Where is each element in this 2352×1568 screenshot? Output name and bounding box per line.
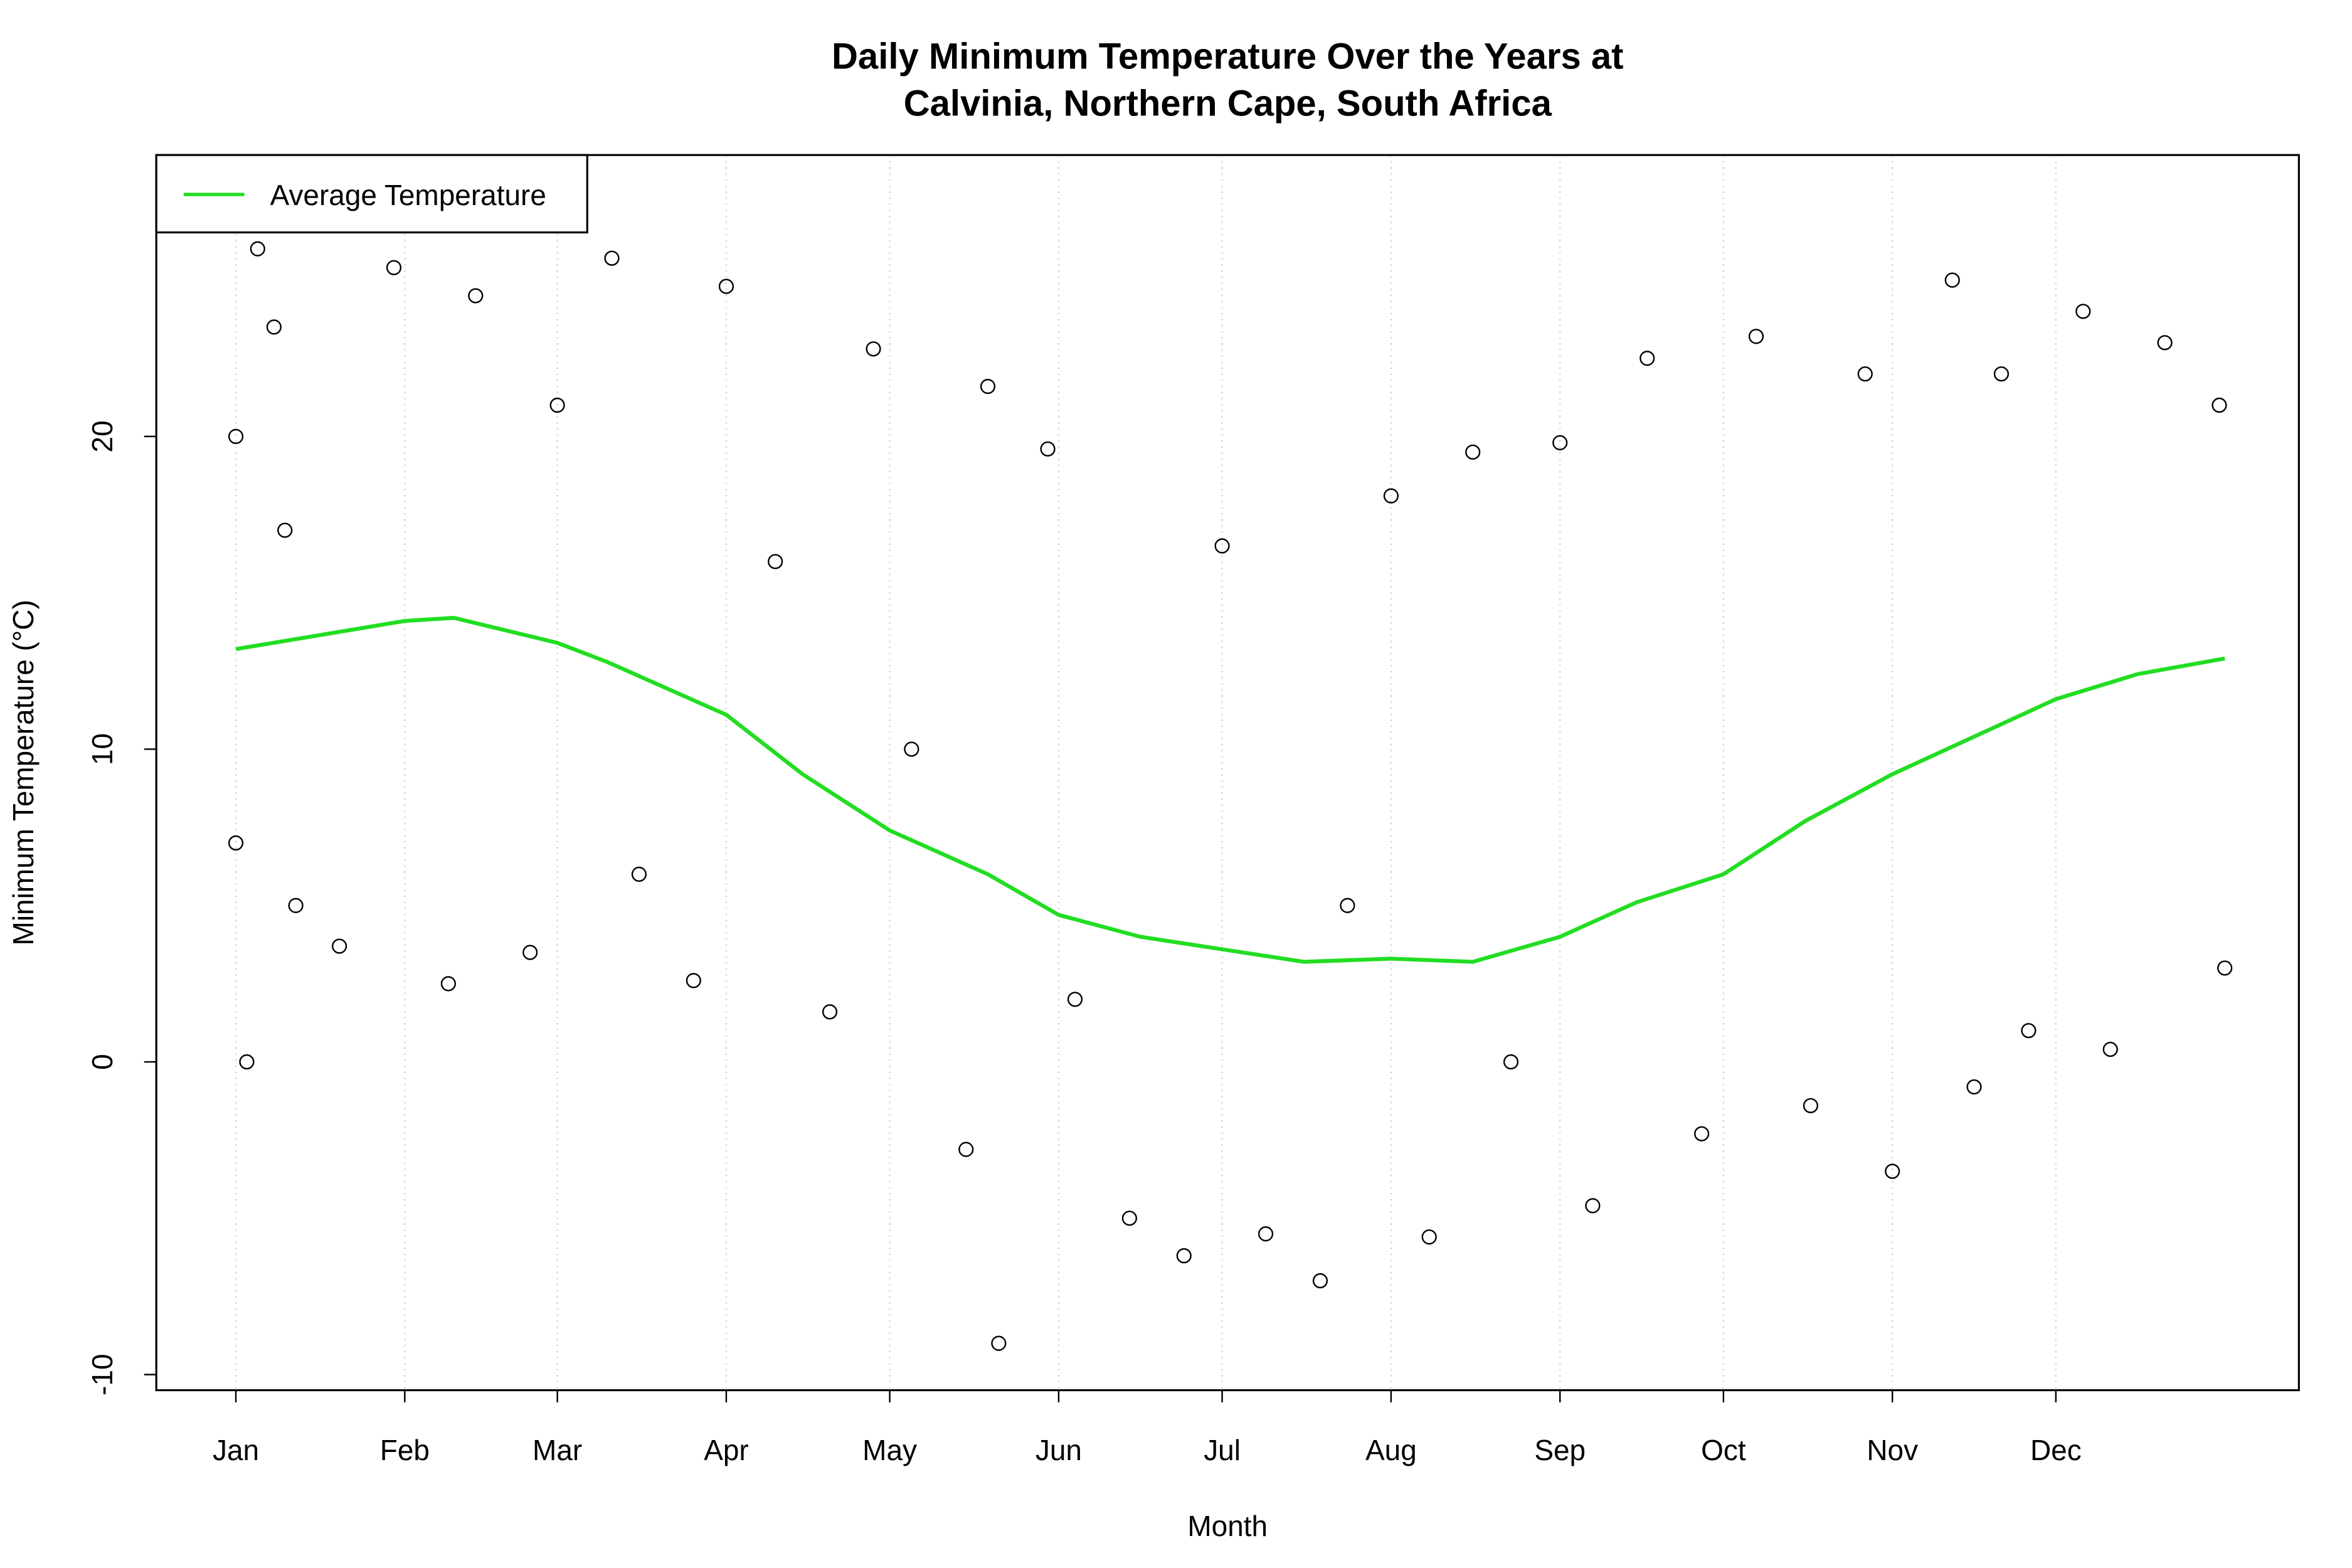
x-tick-label: Oct bbox=[1701, 1434, 1746, 1466]
observation-point bbox=[1421, 1229, 1437, 1245]
y-tick-label: -10 bbox=[86, 1353, 119, 1395]
observation-point bbox=[549, 397, 565, 413]
observation-point bbox=[991, 1335, 1007, 1351]
observation-point bbox=[1340, 898, 1355, 913]
observation-point bbox=[277, 522, 293, 538]
observation-point bbox=[1640, 351, 1655, 366]
observation-point bbox=[1552, 435, 1568, 450]
x-tick-label: May bbox=[862, 1434, 917, 1466]
observation-point bbox=[468, 288, 484, 304]
observation-point bbox=[440, 976, 456, 992]
observation-point bbox=[2021, 1023, 2037, 1039]
observation-point bbox=[2102, 1041, 2118, 1057]
legend-label: Average Temperature bbox=[270, 179, 546, 211]
observation-point bbox=[631, 866, 647, 882]
y-tick-label: 0 bbox=[86, 1054, 119, 1070]
observation-point bbox=[1258, 1226, 1274, 1242]
observation-point bbox=[386, 260, 402, 275]
observation-point bbox=[288, 898, 304, 913]
observation-point bbox=[2075, 304, 2091, 319]
observation-point bbox=[768, 554, 783, 569]
observation-point bbox=[1993, 366, 2010, 382]
observation-point bbox=[1383, 488, 1399, 504]
observation-point bbox=[228, 428, 244, 444]
average-line bbox=[235, 615, 2225, 964]
axes: Jan Feb Mar Apr May Jun Jul Aug Sep Oct Nov Dec -10 0… bbox=[86, 420, 2082, 1466]
observation-point bbox=[1694, 1126, 1710, 1142]
observation-point bbox=[1465, 444, 1481, 460]
observation-point bbox=[904, 741, 919, 757]
observation-point bbox=[1748, 329, 1764, 344]
x-tick-label: Aug bbox=[1365, 1434, 1417, 1466]
y-axis-label: Minimum Temperature (°C) bbox=[7, 600, 40, 945]
observation-point bbox=[1857, 366, 1873, 382]
x-tick-label: Nov bbox=[1867, 1434, 1918, 1466]
x-tick-label: Mar bbox=[532, 1434, 582, 1466]
observation-point bbox=[228, 835, 244, 851]
x-tick-label: Apr bbox=[704, 1434, 749, 1466]
chart-title: Daily Minimum Temperature Over the Years… bbox=[832, 36, 1623, 77]
observation-point bbox=[866, 341, 881, 357]
observation-point bbox=[1176, 1248, 1192, 1264]
observation-point bbox=[522, 945, 538, 960]
x-tick-label: Feb bbox=[380, 1434, 430, 1466]
observation-point bbox=[1067, 992, 1083, 1007]
observation-point bbox=[239, 1054, 255, 1070]
observation-point bbox=[1214, 538, 1230, 554]
x-tick-label: Jan bbox=[213, 1434, 259, 1466]
observation-point bbox=[1121, 1210, 1137, 1226]
x-tick-label: Jul bbox=[1204, 1434, 1241, 1466]
legend: Average Temperature bbox=[155, 154, 588, 234]
observation-point bbox=[1312, 1273, 1328, 1289]
observation-point bbox=[604, 250, 620, 266]
observation-point bbox=[958, 1142, 974, 1157]
observation-point bbox=[1944, 272, 1960, 288]
observation-point bbox=[1040, 441, 1056, 457]
observation-point bbox=[2217, 960, 2233, 976]
x-tick-label: Sep bbox=[1534, 1434, 1586, 1466]
observation-point bbox=[1803, 1098, 1818, 1113]
observation-point bbox=[2212, 397, 2227, 413]
observation-point bbox=[250, 241, 265, 257]
y-tick-label: 20 bbox=[86, 420, 119, 452]
observation-point bbox=[686, 973, 701, 988]
y-tick-label: 10 bbox=[86, 733, 119, 765]
observation-point bbox=[1966, 1079, 1982, 1095]
observation-point bbox=[1885, 1163, 1900, 1179]
x-tick-label: Dec bbox=[2030, 1434, 2082, 1466]
observation-point bbox=[332, 938, 347, 954]
observation-point bbox=[2157, 335, 2173, 351]
observation-point bbox=[822, 1004, 838, 1020]
x-tick-label: Jun bbox=[1036, 1434, 1082, 1466]
x-axis-label: Month bbox=[1187, 1510, 1268, 1542]
observation-point bbox=[266, 319, 282, 335]
observation-point bbox=[1503, 1054, 1519, 1070]
observation-point bbox=[718, 278, 734, 294]
observation-point bbox=[980, 379, 996, 395]
observation-point bbox=[1585, 1198, 1601, 1214]
plot-area bbox=[228, 241, 2233, 1351]
chart-title: Calvinia, Northern Cape, South Africa bbox=[904, 83, 1552, 124]
